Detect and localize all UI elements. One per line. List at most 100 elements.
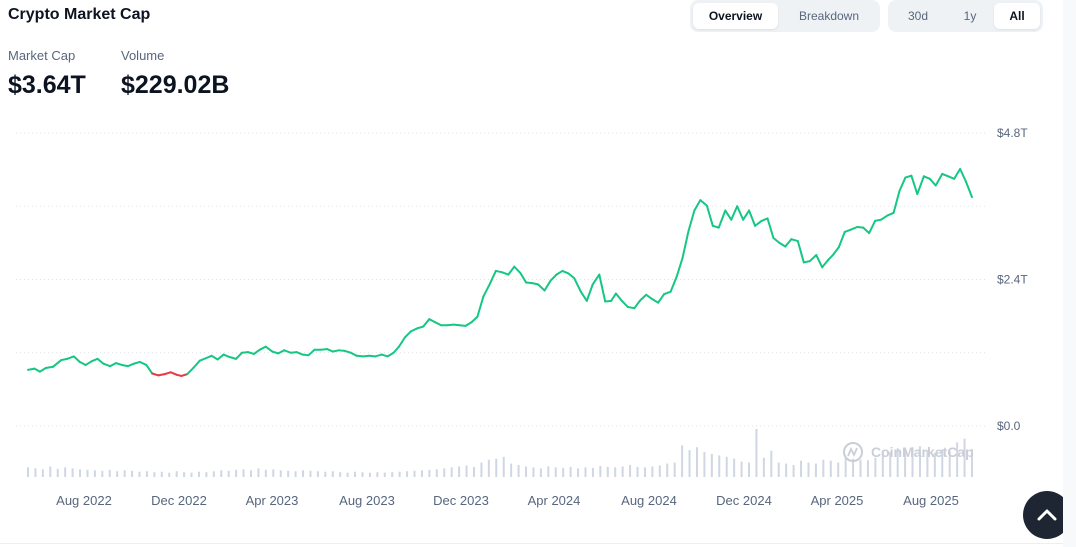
line-segment (145, 363, 154, 375)
volume-bar (465, 465, 468, 477)
line-segment (163, 371, 172, 376)
line-segment (72, 355, 81, 363)
line-segment (567, 272, 576, 280)
volume-bar (569, 466, 572, 477)
line-segment (591, 273, 601, 286)
volume-bar (264, 469, 267, 477)
volume-bar (718, 455, 721, 477)
volume-bar (279, 470, 282, 477)
x-tick-label: Aug 2025 (903, 493, 959, 508)
line-segment (579, 290, 588, 302)
line-segment (403, 330, 412, 339)
x-tick-label: Aug 2022 (56, 493, 112, 508)
line-segment (736, 205, 745, 221)
volume-bar (331, 471, 334, 477)
line-segment (157, 373, 166, 377)
volume-bar (101, 470, 104, 477)
line-segment (109, 362, 117, 368)
volume-bar (792, 465, 795, 477)
volume-bar (584, 467, 587, 477)
line-segment (132, 360, 141, 365)
line-segment (349, 351, 358, 357)
line-segment (264, 345, 274, 353)
line-segment (657, 293, 666, 304)
line-segment (428, 318, 437, 324)
line-segment (537, 283, 546, 292)
volume-bar (168, 472, 171, 477)
range-all-button[interactable]: All (994, 3, 1040, 29)
line-segment (620, 299, 629, 308)
line-segment (555, 269, 564, 276)
line-segment (910, 174, 919, 196)
volume-bar (212, 471, 215, 477)
line-segment (886, 211, 895, 217)
line-segment (837, 230, 846, 249)
breakdown-tab[interactable]: Breakdown (798, 9, 860, 23)
line-segment (754, 219, 763, 227)
line-segment (965, 180, 973, 199)
volume-bar (71, 468, 74, 477)
line-segment (500, 271, 510, 276)
volume-bar (502, 456, 505, 477)
volume-bar (294, 471, 297, 477)
volume-bar (183, 472, 186, 477)
volume-bar (458, 466, 461, 477)
volume-bar (302, 470, 305, 477)
y-axis: $4.8T $2.4T $0.0 (997, 126, 1028, 433)
volume-bar (844, 456, 847, 477)
line-segment (326, 348, 334, 353)
volume-bar (354, 471, 357, 477)
x-tick-label: Aug 2024 (621, 493, 677, 508)
line-segment (235, 351, 244, 360)
line-segment (397, 336, 406, 348)
range-toggle: 30d 1y All (888, 0, 1043, 32)
volume-bar (205, 472, 208, 477)
volume-bar (703, 452, 706, 477)
line-segment (51, 359, 63, 368)
market-cap-label: Market Cap (8, 48, 76, 63)
line-segment (271, 350, 280, 355)
volume-bar (361, 472, 364, 477)
line-segment (675, 257, 684, 279)
line-segment (434, 321, 443, 327)
overview-tab[interactable]: Overview (693, 3, 778, 29)
volume-bar (800, 460, 803, 477)
line-segment (392, 345, 400, 354)
volume-bar (495, 458, 498, 477)
line-segment (446, 323, 455, 327)
line-segment (772, 236, 781, 244)
volume-bar (755, 429, 758, 477)
line-segment (808, 254, 818, 263)
line-segment (470, 315, 479, 324)
volume-bar (49, 466, 52, 477)
line-segment (778, 241, 787, 248)
volume-bar (681, 445, 684, 477)
line-segment (928, 177, 937, 187)
volume-bar (510, 463, 513, 477)
volume-bar (881, 450, 884, 477)
volume-bar (153, 472, 156, 477)
line-segment (717, 209, 727, 229)
range-30d-button[interactable]: 30d (907, 9, 929, 23)
market-cap-value: $3.64T (8, 71, 86, 99)
line-segment (585, 283, 594, 302)
line-segment (669, 276, 678, 293)
line-segment (374, 353, 383, 358)
line-segment (488, 269, 497, 285)
line-segment (283, 349, 292, 354)
line-segment (60, 357, 69, 362)
volume-bar (933, 453, 936, 477)
volume-bar (41, 469, 44, 477)
volume-bar (948, 451, 951, 477)
volume-bar (197, 471, 200, 477)
line-segment (494, 269, 503, 274)
volume-bar (324, 471, 327, 477)
y-tick-label: $4.8T (997, 126, 1028, 140)
x-tick-label: Dec 2022 (151, 493, 207, 508)
line-segment (198, 357, 207, 362)
line-segment (874, 218, 883, 222)
line-segment (513, 265, 522, 274)
line-segment (959, 168, 968, 183)
range-1y-button[interactable]: 1y (963, 9, 977, 23)
volume-bar (450, 467, 453, 477)
